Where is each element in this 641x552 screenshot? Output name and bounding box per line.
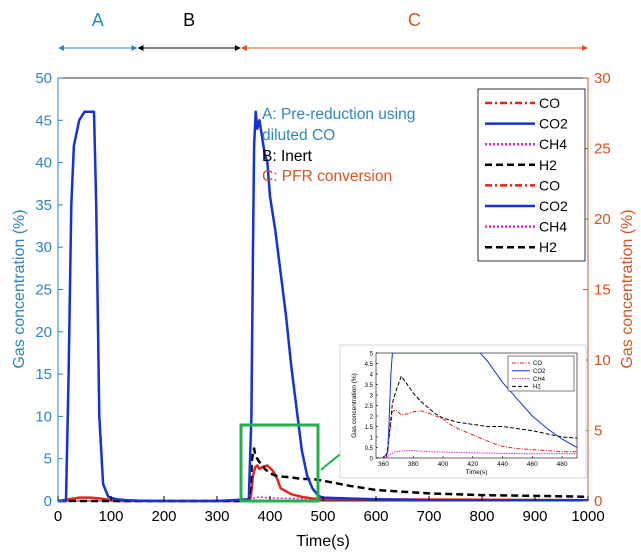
inset-x-tick-label: 420 — [467, 461, 478, 468]
inset-x-tick-label: 360 — [378, 461, 389, 468]
inset-y-tick-label: 0.5 — [365, 446, 374, 452]
inset-series-line-ch4 — [376, 450, 577, 458]
x-tick-label: 0 — [54, 508, 62, 525]
annotation-text: C: PFR conversion — [262, 168, 392, 185]
inset-x-tick-label: 440 — [497, 461, 508, 468]
phase-arrowhead-right — [234, 45, 241, 51]
y-left-tick-label: 45 — [35, 112, 52, 129]
x-tick-label: 900 — [522, 508, 547, 525]
y-right-tick-label: 20 — [594, 211, 611, 228]
y-right-tick-label: 15 — [594, 282, 611, 299]
inset-y-axis-label: Gas concentration (%) — [351, 373, 358, 438]
legend-label-h2: H2 — [539, 157, 557, 173]
y-right-tick-label: 0 — [594, 493, 602, 510]
phase-label-c: C — [408, 10, 421, 30]
inset-y-tick-label: 3.5 — [365, 383, 374, 389]
y-left-tick-label: 10 — [35, 408, 52, 425]
y-left-tick-label: 35 — [35, 197, 52, 214]
inset-y-tick-label: 4 — [370, 372, 374, 378]
x-tick-label: 800 — [469, 508, 494, 525]
inset-series — [376, 353, 577, 458]
inset-y-tick-label: 2 — [370, 414, 374, 420]
phase-bar: A B C — [58, 10, 588, 51]
inset-y-tick-label: 1.5 — [365, 425, 374, 431]
phase-arrowhead-left — [240, 45, 247, 51]
y-left-tick-label: 20 — [35, 324, 52, 341]
inset-y-tick-label: 1 — [370, 435, 374, 441]
y-axis-label-right: Gas concentration (%) — [619, 209, 636, 368]
x-tick-label: 200 — [151, 508, 176, 525]
x-tick-label: 600 — [363, 508, 388, 525]
x-tick-label: 500 — [310, 508, 335, 525]
inset-y-tick-label: 3 — [370, 393, 374, 399]
inset-legend-label-ch4: CH4 — [533, 377, 546, 383]
axes: 0 100 200 300 400 500 600 700 800 900 100005101520… — [35, 70, 610, 525]
inset-legend-box — [507, 355, 575, 392]
inset-y-tick-label: 4.5 — [365, 362, 374, 368]
legend-label-co: CO — [539, 95, 560, 111]
legend-label-co: CO — [539, 177, 560, 193]
inset-x-tick-label: 400 — [438, 461, 449, 468]
y-right-tick-label: 5 — [594, 423, 602, 440]
y-left-tick-label: 0 — [44, 493, 52, 510]
y-left-tick-label: 40 — [35, 155, 52, 172]
inset-legend-label-h2: H2 — [533, 385, 541, 391]
inset-series-line-co2 — [382, 353, 577, 458]
inset-x-tick-label: 460 — [527, 461, 538, 468]
phase-arrowhead-right — [582, 45, 588, 51]
x-tick-label: 700 — [416, 508, 441, 525]
inset-y-tick-label: 5 — [370, 351, 374, 357]
phase-arrowhead-right — [131, 45, 138, 51]
inset-x-tick-label: 480 — [557, 461, 568, 468]
legend-label-co2: CO2 — [539, 116, 568, 132]
inset-series-line-h2 — [376, 375, 577, 458]
inset-zoom-plot: 360 380 400 420 440 460 480 0 0.5 1 1.5 2 2.5 3 3.5 4 4.… — [339, 344, 587, 479]
annotation-text: B: Inert — [262, 148, 313, 165]
inset-y-tick-label: 0 — [370, 456, 374, 462]
legend-label-ch4: CH4 — [539, 219, 567, 235]
phase-label-b: B — [183, 10, 195, 30]
x-tick-label: 1000 — [571, 508, 604, 525]
inset-x-axis-label: Time(s) — [466, 469, 488, 476]
legend-label-h2: H2 — [539, 239, 557, 255]
inset-series-line-co — [376, 409, 577, 458]
x-tick-label: 400 — [257, 508, 282, 525]
y-right-tick-label: 25 — [594, 141, 611, 158]
y-axis-label-left: Gas concentration (%) — [11, 209, 28, 368]
annotation-text: diluted CO — [262, 127, 335, 144]
y-left-tick-label: 15 — [35, 366, 52, 383]
y-left-tick-label: 5 — [44, 451, 52, 468]
y-right-tick-label: 30 — [594, 70, 611, 87]
inset-legend-label-co: CO — [533, 361, 542, 367]
y-left-tick-label: 30 — [35, 239, 52, 256]
annotation-text: A: Pre-reduction using — [262, 106, 415, 123]
phase-annotations: A: Pre-reduction using diluted CO B: Inert… — [262, 106, 415, 185]
series-line-co — [57, 464, 589, 503]
phase-arrowhead-left — [58, 45, 64, 51]
main-plot: 0 100 200 300 400 500 600 700 800 900 100005101520… — [35, 70, 610, 525]
legend-box — [477, 88, 586, 262]
legend-label-ch4: CH4 — [539, 136, 567, 152]
zoom-highlight-box — [239, 423, 320, 503]
y-left-tick-label: 50 — [35, 70, 52, 87]
x-tick-label: 100 — [98, 508, 123, 525]
x-axis-label: Time(s) — [296, 533, 350, 550]
x-tick-label: 300 — [204, 508, 229, 525]
inset-y-tick-label: 2.5 — [365, 404, 374, 410]
inset-x-tick-label: 380 — [408, 461, 419, 468]
phase-arrowhead-left — [137, 45, 144, 51]
y-left-tick-label: 25 — [35, 282, 52, 299]
legend: CO CO2 CH4 H2 CO CO2 CH4 H2 — [477, 88, 586, 262]
y-right-tick-label: 10 — [594, 352, 611, 369]
legend-label-co2: CO2 — [539, 198, 568, 214]
phase-label-a: A — [92, 10, 104, 30]
inset-legend-label-co2: CO2 — [533, 369, 546, 375]
series-line-h2 — [58, 447, 589, 503]
